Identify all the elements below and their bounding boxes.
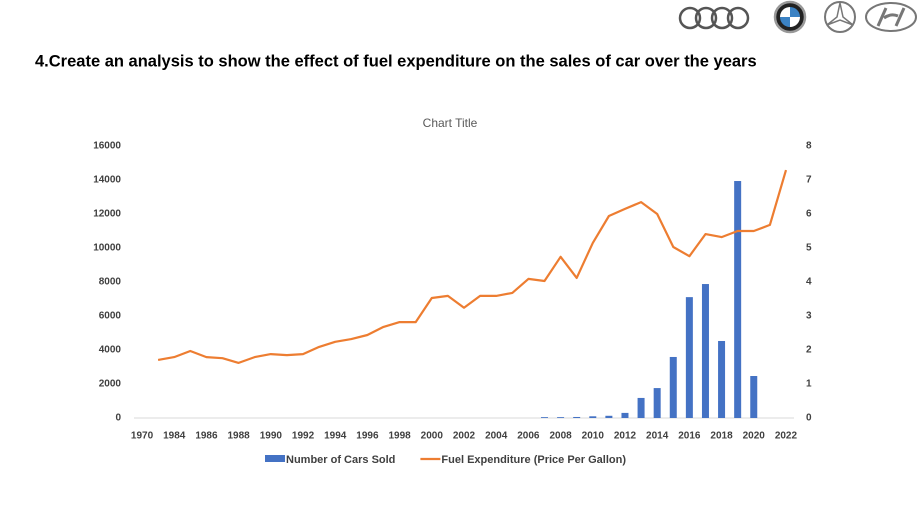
legend-swatch [265,455,285,462]
bar [573,416,581,418]
bar [557,417,565,418]
y2-tick-label: 1 [806,379,812,390]
bar [701,284,709,418]
y2-tick-label: 5 [806,243,812,254]
bar [685,297,693,418]
y-tick-label: 16000 [93,141,121,152]
x-tick-label: 1990 [260,431,283,442]
x-tick-label: 2012 [614,431,637,442]
y-tick-label: 10000 [93,243,121,254]
x-tick-label: 1984 [163,431,186,442]
y2-tick-label: 4 [806,277,812,288]
x-tick-label: 1970 [131,431,154,442]
logos [678,0,917,34]
bar [669,356,677,418]
slide-title: 4.Create an analysis to show the effect … [35,52,757,70]
legend-label: Fuel Expenditure (Price Per Gallon) [441,454,626,466]
y2-tick-label: 2 [806,345,812,356]
y2-tick-label: 7 [806,175,812,186]
legend-label: Number of Cars Sold [286,454,395,466]
y-tick-label: 12000 [93,209,121,220]
x-tick-label: 1994 [324,431,347,442]
y-tick-label: 14000 [93,175,121,186]
x-tick-label: 2018 [710,431,733,442]
bar [605,415,613,418]
x-tick-label: 2006 [517,431,540,442]
x-tick-label: 1986 [195,431,218,442]
bar [718,340,726,418]
x-tick-label: 1992 [292,431,315,442]
bar [734,181,742,418]
line [157,169,788,364]
x-tick-label: 2010 [582,431,605,442]
chart-title: Chart Title [423,116,478,130]
bar [637,397,645,418]
x-tick-label: 1996 [356,431,379,442]
bar [653,388,661,418]
bar [621,412,629,418]
y-tick-label: 4000 [99,345,122,356]
bar [750,376,758,418]
bar [540,417,548,418]
y2-tick-label: 0 [806,413,812,424]
x-tick-label: 1988 [228,431,251,442]
x-tick-label: 2020 [743,431,766,442]
y2-tick-label: 8 [806,141,812,152]
x-tick-label: 2002 [453,431,476,442]
y-tick-label: 8000 [99,277,122,288]
x-tick-label: 2008 [549,431,572,442]
x-tick-label: 2014 [646,431,669,442]
y2-tick-label: 3 [806,311,812,322]
x-tick-label: 2022 [775,431,798,442]
x-tick-label: 2000 [421,431,444,442]
x-tick-label: 1998 [388,431,411,442]
y-tick-label: 2000 [99,379,122,390]
y-tick-label: 6000 [99,311,122,322]
x-tick-label: 2004 [485,431,508,442]
bar [589,416,597,418]
y-tick-label: 0 [115,413,121,424]
y2-tick-label: 6 [806,209,812,220]
x-tick-label: 2016 [678,431,701,442]
